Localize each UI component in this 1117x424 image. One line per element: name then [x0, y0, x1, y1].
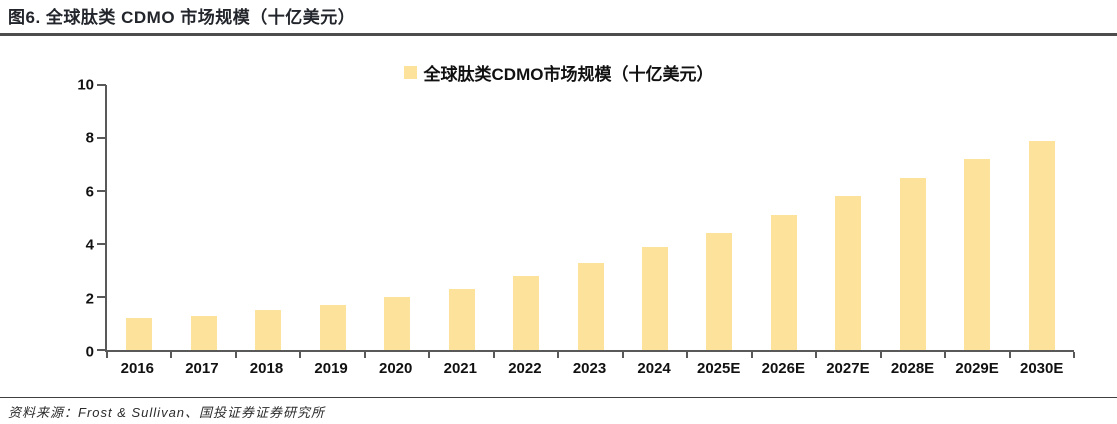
x-tick-mark [686, 352, 689, 358]
x-tick-mark [299, 352, 302, 358]
bar-2021 [448, 289, 475, 350]
y-tick-mark [97, 84, 106, 86]
x-axis-labels: 2016 2017 2018 2019 2020 2021 2022 2023 2024 2025… [105, 360, 1074, 382]
x-tick-label: 2024 [637, 360, 671, 377]
source-note: 资料来源：Frost & Sullivan、国投证券证券研究所 [8, 405, 326, 420]
x-tick-mark [170, 352, 173, 358]
x-tick-mark [1008, 352, 1011, 358]
legend-swatch-icon [403, 66, 417, 79]
y-tick-mark [97, 190, 106, 192]
x-tick-mark [106, 352, 108, 358]
bar-2030E [1028, 140, 1055, 350]
y-tick-label: 4 [85, 236, 94, 254]
x-tick-label: 2020 [379, 360, 413, 377]
bar-2026E [770, 214, 797, 350]
x-tick-label: 2025E [697, 360, 741, 377]
plot-area [97, 84, 1075, 358]
y-tick-mark [97, 296, 106, 298]
x-tick-label: 2019 [314, 360, 348, 377]
x-tick-label: 2018 [249, 360, 284, 377]
x-tick-label: 2016 [120, 360, 154, 377]
x-tick-mark [879, 352, 882, 358]
bar-2016 [126, 318, 153, 350]
bar-2024 [641, 246, 668, 350]
y-tick-mark [97, 243, 106, 245]
y-tick-mark [97, 137, 106, 139]
title-underline [0, 33, 1117, 36]
figure-title: 图6. 全球肽类 CDMO 市场规模（十亿美元） [8, 8, 356, 27]
x-tick-mark [557, 352, 560, 358]
bar-2017 [190, 315, 217, 350]
y-tick-label: 6 [85, 183, 94, 201]
bar-2027E [835, 196, 862, 350]
bar-2023 [577, 262, 604, 350]
x-tick-label: 2022 [508, 360, 542, 377]
x-tick-label: 2021 [443, 360, 477, 377]
x-tick-mark [363, 352, 366, 358]
x-tick-label: 2026E [761, 360, 805, 377]
x-tick-mark [944, 352, 947, 358]
x-tick-label: 2029E [955, 360, 999, 377]
bar-2022 [513, 275, 540, 350]
x-tick-mark [428, 352, 431, 358]
x-tick-mark [621, 352, 624, 358]
x-tick-mark [234, 352, 237, 358]
x-tick-label: 2030E [1020, 360, 1064, 377]
x-tick-mark [1073, 352, 1075, 358]
bar-2020 [384, 297, 411, 350]
x-tick-label: 2028E [890, 360, 935, 377]
x-tick-label: 2023 [572, 360, 607, 377]
y-tick-label: 2 [85, 290, 94, 308]
bar-2018 [255, 310, 282, 350]
bar-2029E [964, 159, 991, 350]
y-axis-labels: 0 2 4 6 8 10 [52, 77, 94, 361]
x-tick-mark [815, 352, 818, 358]
y-tick-label: 10 [77, 76, 94, 94]
x-tick-mark [750, 352, 753, 358]
x-tick-label: 2027E [826, 360, 870, 377]
y-tick-label: 8 [85, 129, 94, 147]
x-tick-mark [492, 352, 495, 358]
y-tick-label: 0 [85, 343, 94, 361]
legend-label: 全球肽类CDMO市场规模（十亿美元） [423, 65, 714, 84]
footer-divider [0, 397, 1117, 398]
x-tick-label: 2017 [185, 360, 219, 377]
bar-2028E [899, 177, 926, 350]
chart-legend: 全球肽类CDMO市场规模（十亿美元） [0, 60, 1117, 85]
y-tick-mark [97, 349, 106, 351]
bar-2025E [706, 233, 733, 350]
bar-2019 [319, 304, 346, 350]
